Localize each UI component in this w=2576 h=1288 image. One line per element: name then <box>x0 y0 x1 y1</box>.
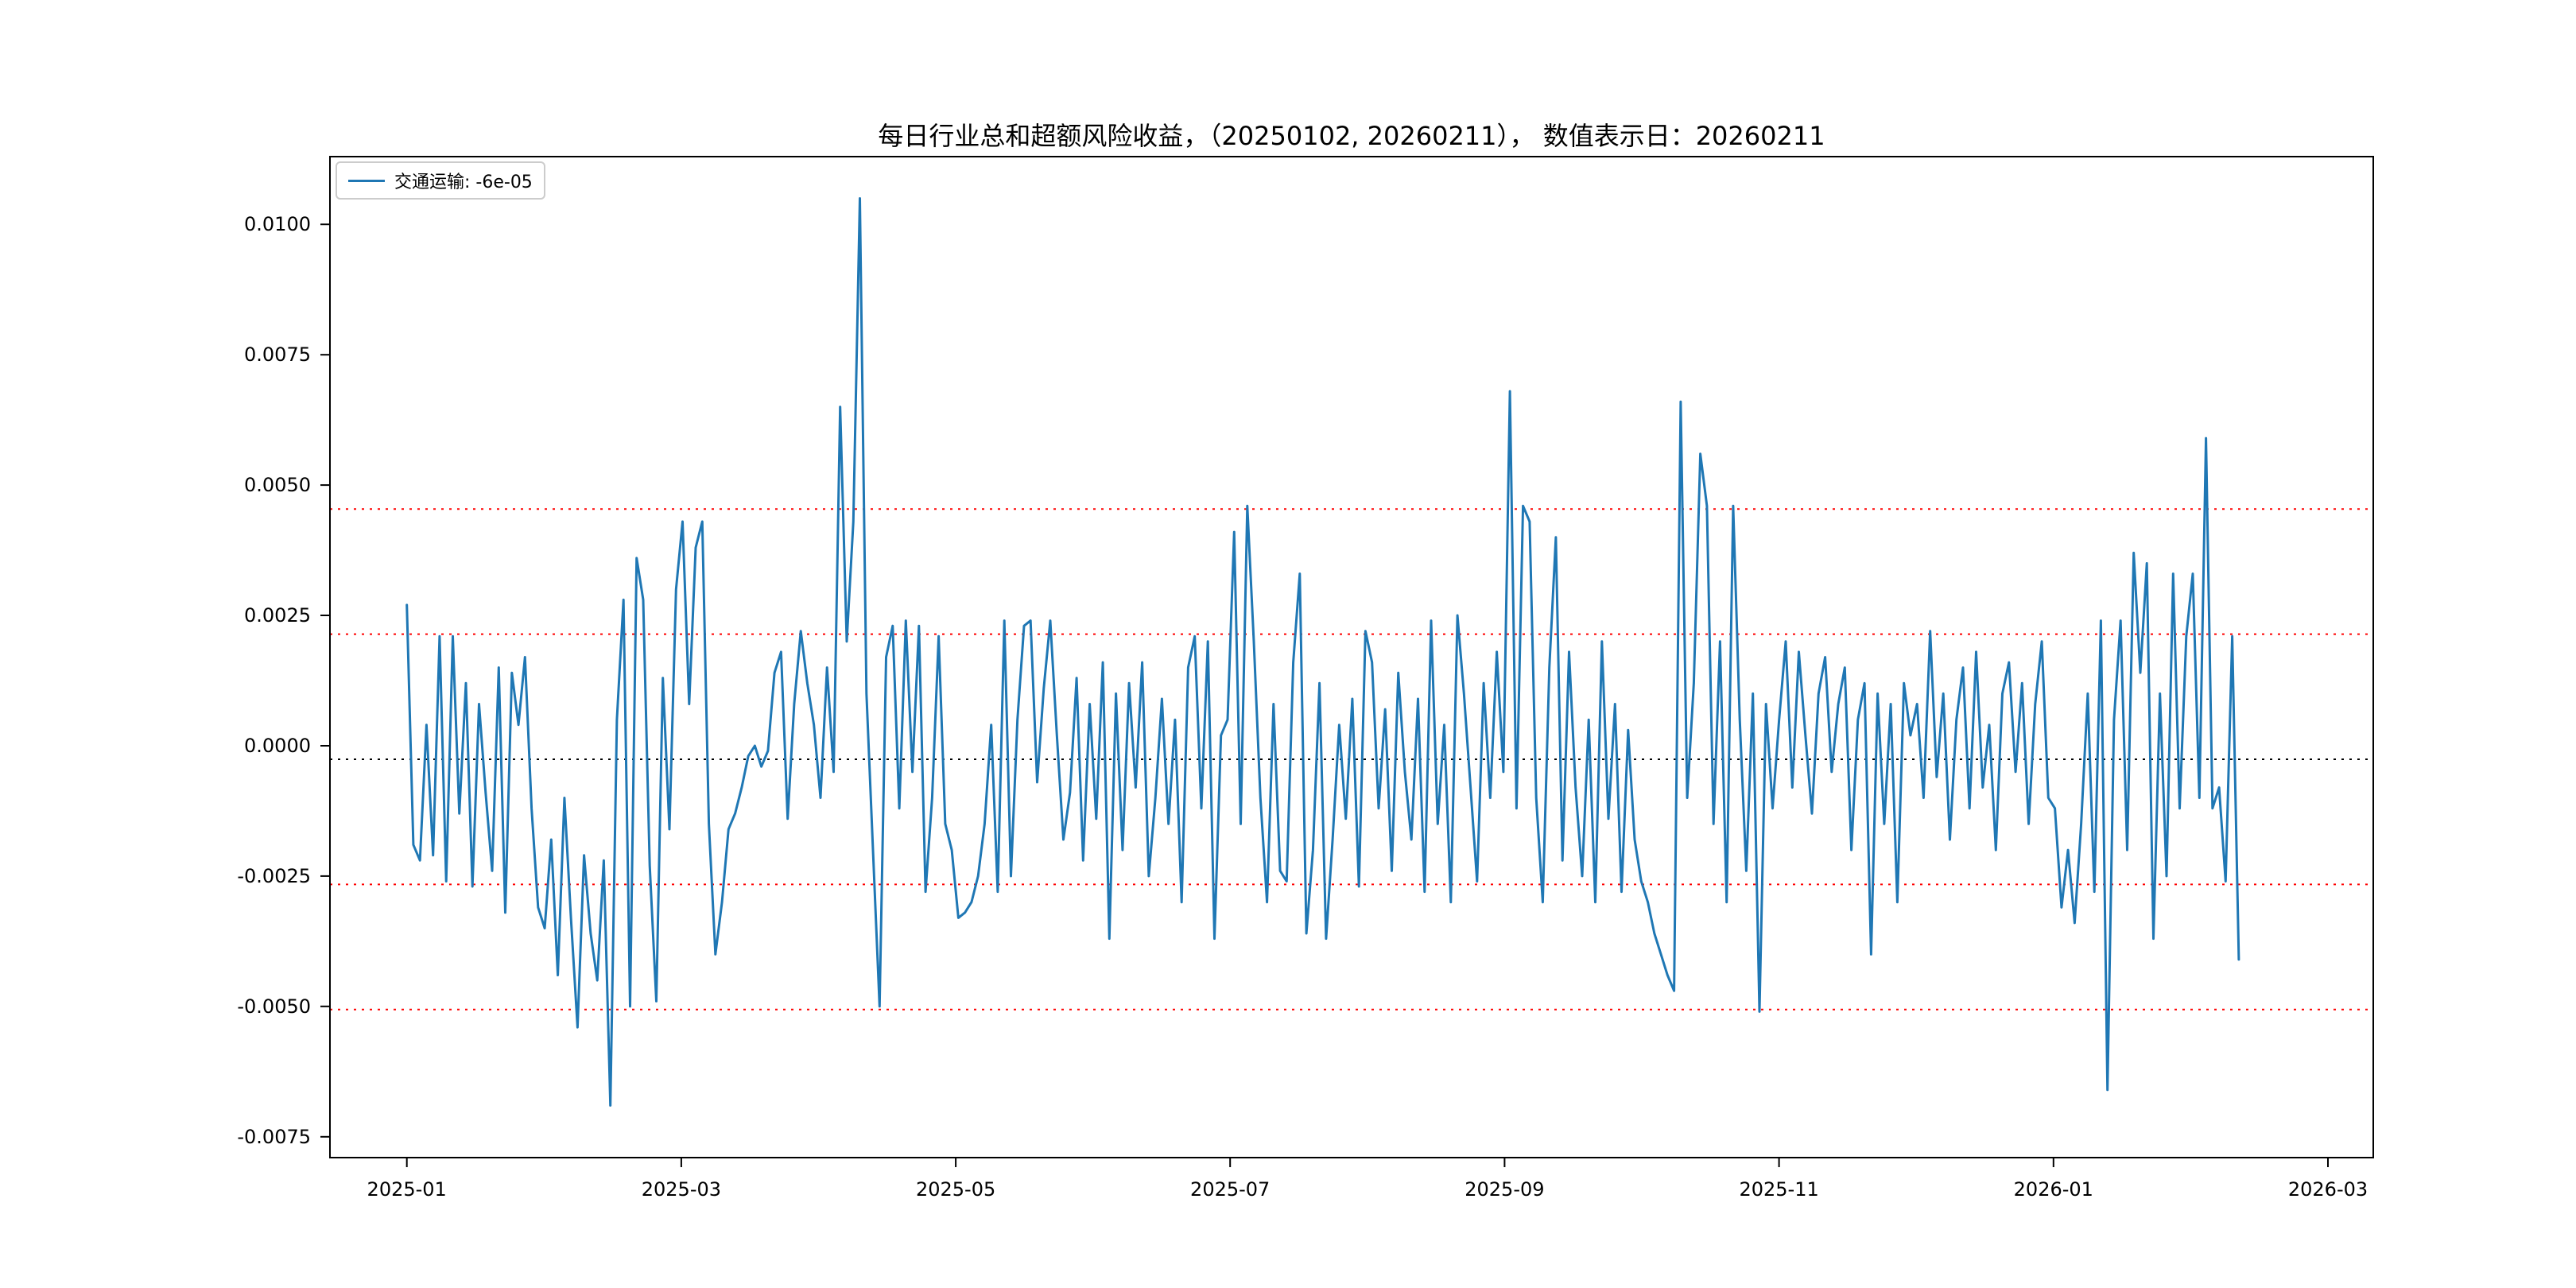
y-tick-label: -0.0025 <box>237 865 311 887</box>
x-tick-label: 2025-05 <box>916 1178 995 1201</box>
x-tick-label: 2026-03 <box>2288 1178 2368 1201</box>
legend-line-swatch <box>348 179 385 182</box>
legend-label: 交通运输: -6e-05 <box>394 173 533 192</box>
x-tick-label: 2025-11 <box>1739 1178 1818 1201</box>
y-tick-label: 0.0050 <box>244 474 311 496</box>
axes-frame <box>329 156 2374 1158</box>
y-tick-label: 0.0100 <box>244 213 311 235</box>
x-tick-label: 2025-07 <box>1190 1178 1270 1201</box>
chart-title: 每日行业总和超额风险收益，（20250102, 20260211）， 数值表示日… <box>878 121 1825 151</box>
series-line <box>405 197 2240 1107</box>
x-tick-label: 2025-03 <box>642 1178 721 1201</box>
y-tick-label: -0.0075 <box>237 1126 311 1148</box>
x-tick-label: 2025-01 <box>367 1178 447 1201</box>
legend: 交通运输: -6e-05 <box>336 161 545 200</box>
x-tick-label: 2025-09 <box>1465 1178 1544 1201</box>
y-tick-label: 0.0025 <box>244 604 311 627</box>
y-tick-label: 0.0000 <box>244 735 311 757</box>
x-tick-label: 2026-01 <box>2014 1178 2093 1201</box>
y-tick-label: -0.0050 <box>237 995 311 1018</box>
y-tick-label: 0.0075 <box>244 343 311 366</box>
